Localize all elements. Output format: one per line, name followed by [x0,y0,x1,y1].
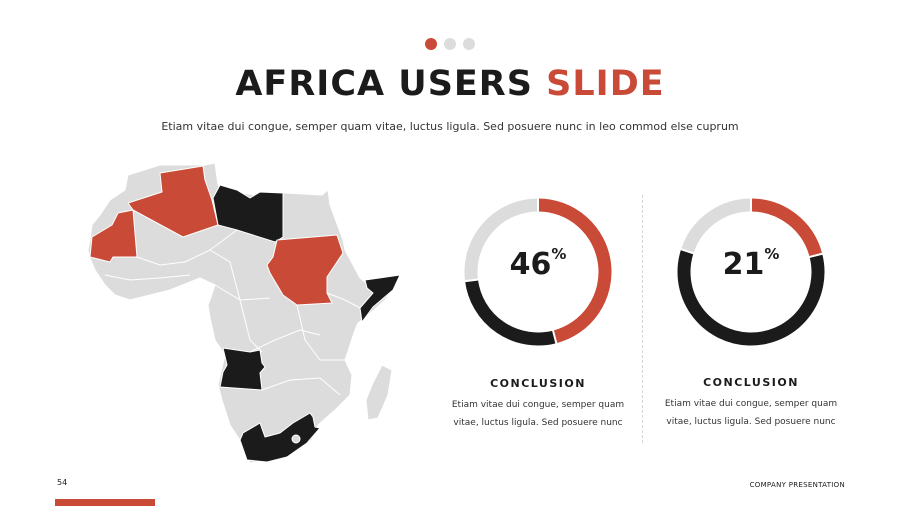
footer-label: COMPANY PRESENTATION [749,481,845,489]
country-angola[interactable] [219,347,266,391]
percent-value: 46% [509,245,567,282]
donut-chart-2: 21% [671,192,831,352]
border-lines [296,304,345,361]
country-somalia[interactable] [359,274,401,323]
conclusion-block-1: CONCLUSION Etiam vitae dui congue, sempe… [448,377,628,432]
donut-ring [677,197,825,346]
pagination-dot[interactable] [463,38,475,50]
country-sudan[interactable] [266,234,344,306]
donut-chart-1: 46% [458,192,618,352]
border-lines [104,274,191,281]
donut-segment-accent [537,198,612,344]
madagascar [365,364,393,421]
page-title: AFRICA USERS SLIDE [0,64,900,104]
border-lines [209,249,271,301]
donut-segment-neutral [464,198,539,282]
conclusion-text: Etiam vitae dui congue, semper quam vita… [451,400,625,428]
conclusion-text: Etiam vitae dui congue, semper quam vita… [664,399,838,427]
country-algeria[interactable] [127,165,219,238]
donut-ring [463,197,612,346]
conclusion-block-2: CONCLUSION Etiam vitae dui congue, sempe… [661,376,841,431]
donut-segment-accent [750,198,823,258]
border-lines [136,229,238,266]
title-accent: SLIDE [546,64,665,104]
segment-separator [463,278,480,283]
segment-separator [807,252,824,259]
donut-segment-neutral [681,198,752,254]
border-lines [249,329,321,353]
border-lines [261,377,341,396]
page-number: 54 [57,478,68,487]
conclusion-heading: CONCLUSION [703,376,799,389]
donut-segment-dark [465,279,557,346]
country-south-africa[interactable] [239,412,321,463]
subtitle: Etiam vitae dui congue, semper quam vita… [161,120,739,133]
pagination-dot[interactable] [444,38,456,50]
segment-separator [551,328,558,345]
conclusion-heading: CONCLUSION [490,377,586,390]
country-libya[interactable] [212,184,284,243]
title-main: AFRICA USERS [235,64,533,104]
percent-value: 21% [722,245,780,282]
border-lines [326,292,361,309]
segment-separator [679,247,696,255]
pagination-dot-active[interactable] [425,38,437,50]
accent-bar [55,499,155,506]
pagination-dots [425,38,475,50]
border-lines [214,284,263,353]
divider [642,195,643,443]
donut-segment-dark [677,249,825,346]
country-mauritania[interactable] [89,209,138,263]
lesotho [291,434,301,444]
